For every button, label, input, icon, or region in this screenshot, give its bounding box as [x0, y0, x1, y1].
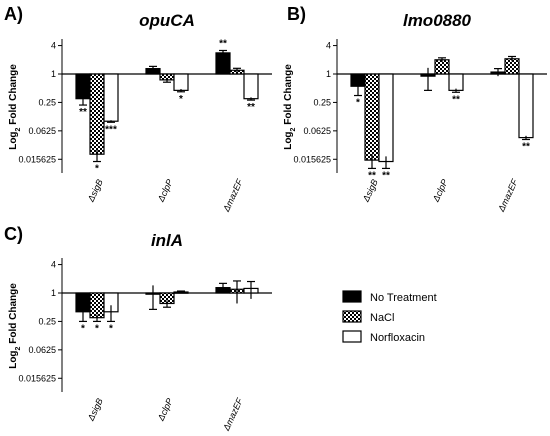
- legend-swatch: [342, 330, 362, 343]
- y-axis-label: Log2 Fold Change: [8, 64, 22, 150]
- significance-star: ***: [105, 124, 117, 135]
- bar: [448, 73, 464, 91]
- bar: [103, 73, 119, 122]
- y-tick-label: 0.0625: [303, 126, 331, 136]
- y-tick-label: 0.015625: [18, 154, 56, 164]
- y-tick-label: 0.015625: [18, 373, 56, 383]
- x-category-label: ΔmazEF: [496, 177, 520, 214]
- y-axis-label: Log2 Fold Change: [8, 283, 22, 369]
- panel-letter: B): [287, 4, 306, 24]
- chart-panel-3: C) inlA Log2 Fold Change 4 1 0.25 0.0625 0.0156…: [4, 224, 272, 433]
- x-category-label: ΔmazEF: [221, 177, 245, 214]
- significance-star: **: [452, 94, 460, 105]
- significance-star: *: [95, 323, 99, 334]
- bar: [173, 73, 189, 91]
- significance-star: *: [109, 323, 113, 334]
- chart-title: lmo0880: [403, 11, 472, 30]
- legend: No Treatment NaCl Norfloxacin: [342, 290, 437, 344]
- legend-label: Norfloxacin: [370, 332, 425, 344]
- y-tick-label: 0.0625: [28, 345, 56, 355]
- y-tick-label: 4: [51, 260, 56, 270]
- significance-star: *: [179, 94, 183, 105]
- significance-star: **: [368, 170, 376, 181]
- y-tick-label: 0.25: [313, 97, 331, 107]
- y-tick-label: 1: [51, 69, 56, 79]
- significance-star: *: [356, 98, 360, 109]
- chart-title: inlA: [151, 231, 183, 250]
- y-tick-label: 1: [326, 69, 331, 79]
- y-tick-label: 0.0625: [28, 126, 56, 136]
- bar: [89, 292, 105, 319]
- panel-letter: A): [4, 4, 23, 24]
- significance-star: **: [247, 102, 255, 113]
- legend-label: No Treatment: [370, 292, 437, 304]
- x-category-label: ΔsigB: [360, 178, 379, 204]
- bar: [215, 52, 231, 75]
- x-category-label: ΔclpP: [155, 397, 174, 423]
- x-category-label: ΔclpP: [430, 178, 449, 204]
- significance-star: **: [219, 38, 227, 49]
- bar: [243, 73, 259, 100]
- significance-star: **: [522, 141, 530, 152]
- y-axis-label: Log2 Fold Change: [283, 64, 297, 150]
- y-tick-label: 0.015625: [293, 154, 331, 164]
- legend-swatch: [342, 310, 362, 323]
- y-tick-label: 1: [51, 288, 56, 298]
- legend-label: NaCl: [370, 312, 394, 324]
- significance-star: **: [382, 170, 390, 181]
- bar: [518, 73, 534, 139]
- chart-panel-2: B) lmo0880 Log2 Fold Change 4 1 0.25 0.0625 0.0…: [283, 4, 547, 214]
- chart-panel-1: A) opuCA Log2 Fold Change 4 1 0.25 0.0625 0.015…: [4, 4, 272, 214]
- bar: [89, 73, 105, 155]
- x-category-label: ΔsigB: [85, 397, 104, 423]
- y-tick-label: 0.25: [38, 97, 56, 107]
- y-tick-label: 4: [51, 41, 56, 51]
- legend-swatch: [342, 290, 362, 303]
- x-category-label: ΔclpP: [155, 178, 174, 204]
- bar: [378, 73, 394, 163]
- bar: [364, 73, 380, 161]
- x-category-label: ΔsigB: [85, 178, 104, 204]
- y-tick-label: 0.25: [38, 316, 56, 326]
- x-category-label: ΔmazEF: [221, 396, 245, 433]
- significance-star: **: [79, 107, 87, 118]
- y-tick-label: 4: [326, 41, 331, 51]
- significance-star: *: [95, 164, 99, 175]
- panel-letter: C): [4, 224, 23, 244]
- chart-title: opuCA: [139, 11, 195, 30]
- significance-star: *: [81, 323, 85, 334]
